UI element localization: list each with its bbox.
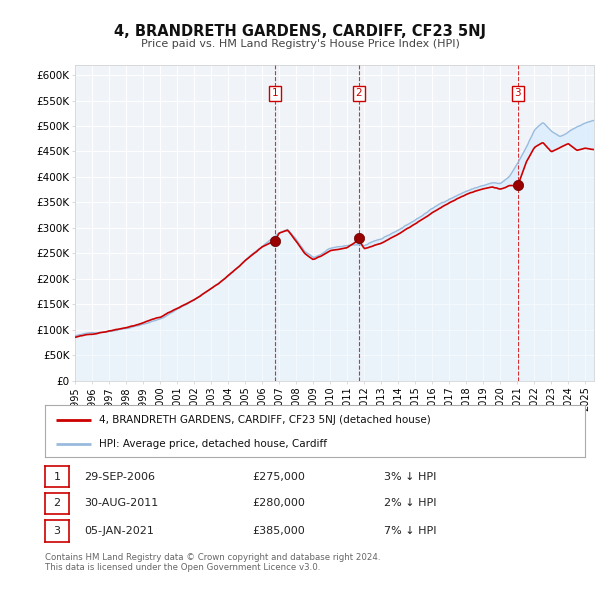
Text: 2: 2	[53, 499, 61, 508]
Point	[513, 180, 523, 189]
Text: 30-AUG-2011: 30-AUG-2011	[84, 499, 158, 508]
Text: £275,000: £275,000	[252, 472, 305, 481]
Text: 3: 3	[53, 526, 61, 536]
Text: 29-SEP-2006: 29-SEP-2006	[84, 472, 155, 481]
Point	[270, 236, 280, 245]
Text: 4, BRANDRETH GARDENS, CARDIFF, CF23 5NJ: 4, BRANDRETH GARDENS, CARDIFF, CF23 5NJ	[114, 24, 486, 38]
Text: 05-JAN-2021: 05-JAN-2021	[84, 526, 154, 536]
Text: £385,000: £385,000	[252, 526, 305, 536]
Text: 1: 1	[53, 472, 61, 481]
Text: Contains HM Land Registry data © Crown copyright and database right 2024.: Contains HM Land Registry data © Crown c…	[45, 553, 380, 562]
Text: 2: 2	[355, 88, 362, 99]
Text: Price paid vs. HM Land Registry's House Price Index (HPI): Price paid vs. HM Land Registry's House …	[140, 39, 460, 49]
Text: 4, BRANDRETH GARDENS, CARDIFF, CF23 5NJ (detached house): 4, BRANDRETH GARDENS, CARDIFF, CF23 5NJ …	[99, 415, 431, 425]
Text: 1: 1	[272, 88, 278, 99]
Text: This data is licensed under the Open Government Licence v3.0.: This data is licensed under the Open Gov…	[45, 563, 320, 572]
Text: 3: 3	[514, 88, 521, 99]
Text: HPI: Average price, detached house, Cardiff: HPI: Average price, detached house, Card…	[99, 440, 327, 449]
Text: £280,000: £280,000	[252, 499, 305, 508]
Text: 2% ↓ HPI: 2% ↓ HPI	[384, 499, 437, 508]
Text: 3% ↓ HPI: 3% ↓ HPI	[384, 472, 436, 481]
Point	[354, 233, 364, 242]
Text: 7% ↓ HPI: 7% ↓ HPI	[384, 526, 437, 536]
